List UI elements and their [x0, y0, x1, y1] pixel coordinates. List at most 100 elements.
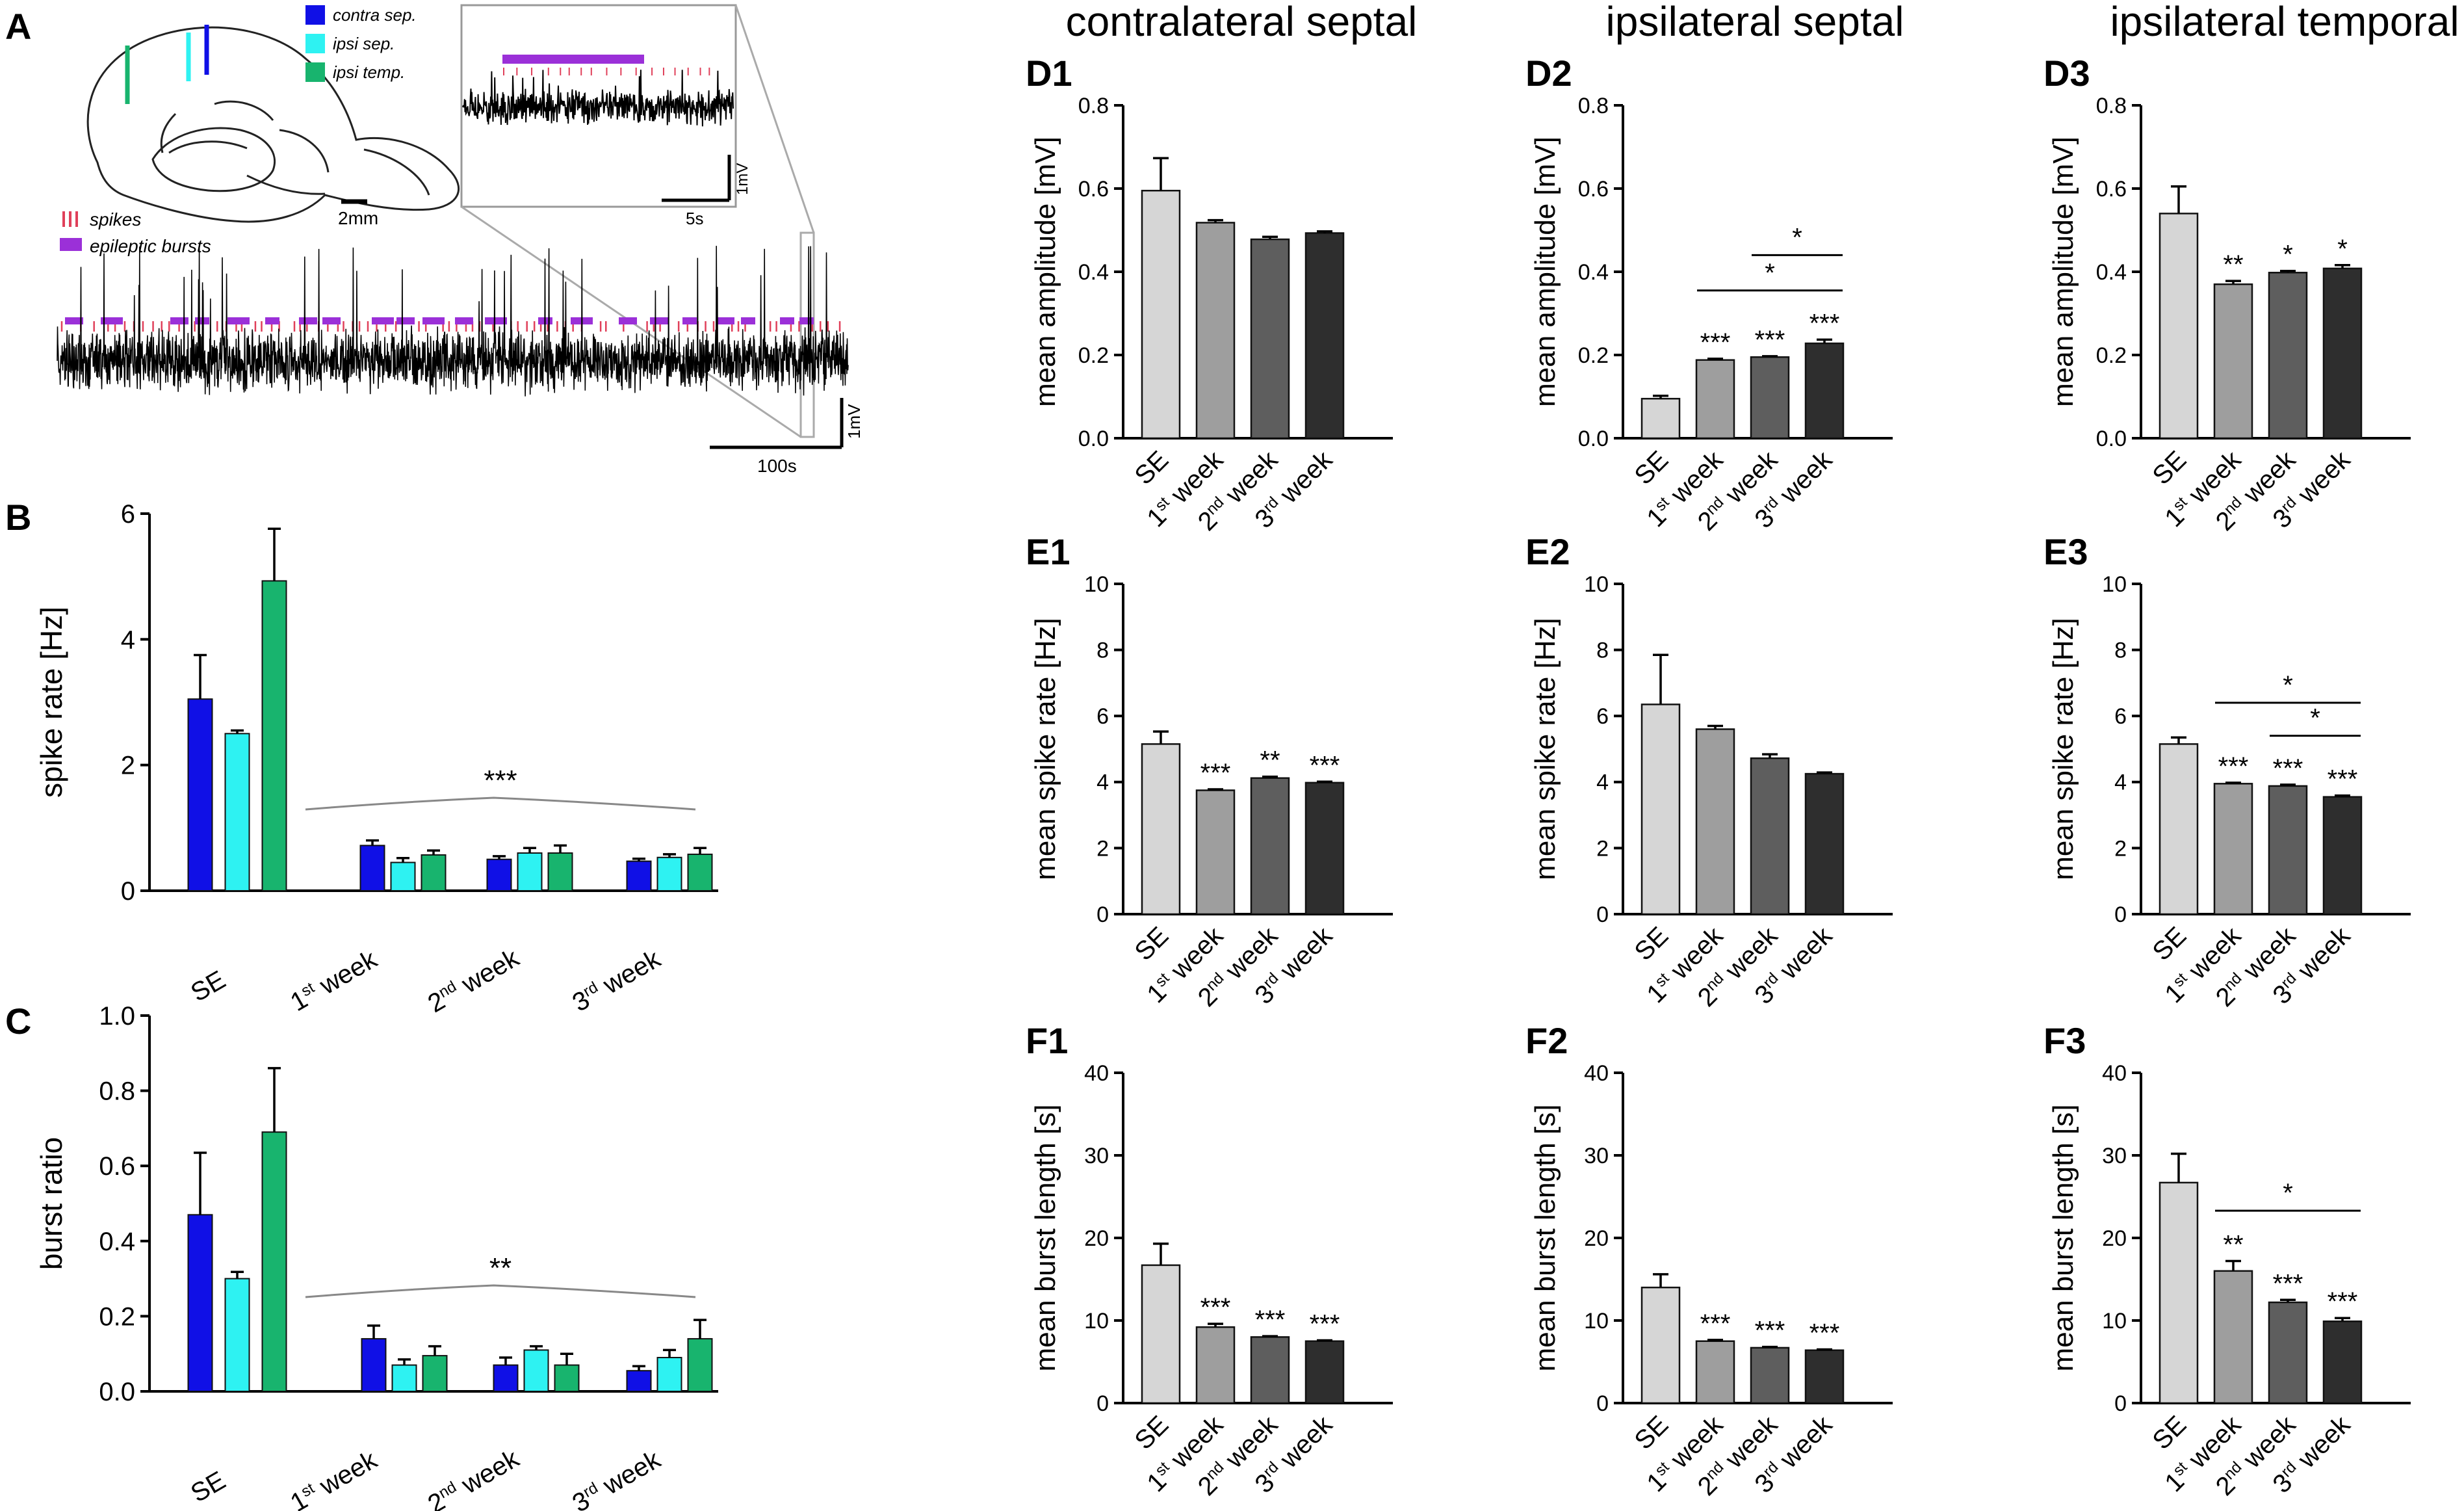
y-tick-label: 0.4 — [99, 1228, 135, 1256]
bar-ipsi_temp-3 — [687, 853, 713, 892]
main-scale-volt-label: 1mV — [844, 404, 864, 439]
panel-a-label: A — [5, 6, 31, 47]
y-tick-label: 2 — [2114, 836, 2127, 861]
comparison-stars: * — [2283, 1179, 2293, 1207]
y-tick-label: 0.0 — [2096, 427, 2127, 451]
y-tick-label: 0 — [1096, 902, 1109, 927]
x-tick-label-se: SE — [1130, 921, 1174, 966]
inset-scale-time-label: 5s — [686, 209, 703, 228]
bar-ipsi_temp-2 — [547, 852, 573, 891]
y-tick-label: 40 — [1584, 1061, 1609, 1086]
significance-stars: *** — [1809, 309, 1840, 337]
y-tick-label: 0 — [1596, 902, 1609, 927]
y-tick-label: 40 — [2102, 1061, 2127, 1086]
significance-stars: *** — [1755, 1317, 1785, 1345]
panel-label: F1 — [1026, 1020, 1068, 1061]
y-tick-label: 30 — [1084, 1144, 1109, 1168]
y-tick-label: 2 — [1096, 836, 1109, 861]
panel-label: F2 — [1525, 1020, 1568, 1061]
panel-label: E1 — [1026, 531, 1070, 572]
bar-2 — [1250, 1336, 1290, 1404]
inset-burst-bar — [502, 55, 644, 64]
bar-2 — [1750, 356, 1790, 440]
y-tick-label: 0.8 — [1078, 94, 1109, 118]
y-tick-label: 1.0 — [99, 1002, 135, 1031]
y-tick-label: 0.2 — [99, 1302, 135, 1331]
significance-stars: *** — [1310, 1309, 1340, 1338]
panel-label: E2 — [1525, 531, 1570, 572]
burst-mark — [799, 317, 814, 324]
y-tick-label: 0.0 — [99, 1378, 135, 1406]
bar-ipsi_sep-1 — [391, 1364, 417, 1393]
y-tick-label: 2 — [121, 752, 135, 780]
x-tick-label-week-3: 3rd week — [567, 944, 666, 1018]
bar-ipsi_temp-2 — [554, 1364, 580, 1393]
bar-contra-3 — [626, 1370, 652, 1392]
x-tick-label-week-1: 1st week — [286, 1445, 383, 1511]
burst-mark — [265, 317, 279, 324]
comparison-stars: * — [2283, 671, 2293, 700]
bar-ipsi_sep-1 — [390, 861, 416, 891]
y-tick-label: 0.0 — [1578, 427, 1609, 451]
legend-ipsi-temp-swatch — [305, 62, 325, 82]
bar-2 — [2268, 272, 2308, 440]
main-burst-markers — [65, 317, 814, 324]
zoom-region-box — [799, 231, 815, 438]
bar-0 — [1141, 189, 1181, 440]
bar-2 — [2268, 1301, 2308, 1404]
y-tick-label: 0 — [2114, 902, 2127, 927]
y-tick-label: 4 — [1596, 770, 1609, 795]
bar-1 — [1195, 222, 1236, 440]
bar-ipsi_sep-2 — [517, 852, 543, 891]
y-tick-label: 0.2 — [1078, 343, 1109, 368]
bar-ipsi_sep-0 — [224, 733, 250, 892]
legend-ipsi-temp-label: ipsi temp. — [333, 62, 405, 82]
y-tick-label: 6 — [1096, 704, 1109, 729]
bar-0 — [2159, 1181, 2199, 1404]
y-tick-label: 0.6 — [99, 1152, 135, 1181]
x-tick-label-se: SE — [186, 966, 230, 1008]
y-axis-label: mean amplitude [mV] — [1529, 137, 1561, 407]
bar-2 — [1750, 757, 1790, 915]
burst-mark — [485, 317, 507, 324]
significance-stars: * — [2283, 241, 2293, 269]
bar-contra-0 — [187, 698, 213, 891]
y-tick-label: 0.8 — [99, 1077, 135, 1106]
significance-stars: * — [2337, 235, 2348, 263]
bar-contra-1 — [359, 845, 385, 892]
bursts-legend-label: epileptic bursts — [90, 236, 211, 256]
significance-brace — [305, 796, 696, 811]
bar-ipsi_temp-1 — [421, 854, 447, 892]
x-tick-label-se: SE — [2147, 1410, 2192, 1455]
y-axis-label: mean spike rate [Hz] — [1030, 618, 1061, 880]
bar-0 — [1141, 1264, 1181, 1404]
significance-stars: *** — [484, 765, 517, 796]
significance-stars: ** — [2223, 250, 2243, 279]
chart-C: 0.0 0.2 0.4 0.6 0.8 1.0 burst ratio C SE 1st week… — [5, 1001, 718, 1511]
bar-3 — [1804, 342, 1845, 440]
significance-stars: *** — [2328, 1287, 2358, 1316]
x-tick-label-se: SE — [2147, 921, 2192, 966]
y-axis-label: mean burst length [s] — [1529, 1105, 1561, 1372]
y-tick-label: 8 — [2114, 638, 2127, 663]
panel-label: D3 — [2043, 53, 2090, 94]
bar-3 — [2322, 1320, 2363, 1404]
y-tick-label: 0 — [1596, 1391, 1609, 1416]
charts-layer: 0 2 4 6 spike rate [Hz] B SE 1st week 2nd week 3r… — [5, 53, 2411, 1511]
x-tick-label-se: SE — [1629, 1410, 1674, 1455]
significance-stars: *** — [1700, 1309, 1731, 1338]
panel-label: E3 — [2043, 531, 2088, 572]
comparison-stars: * — [1792, 223, 1802, 252]
bar-contra-3 — [626, 860, 652, 891]
chart-B: 0 2 4 6 spike rate [Hz] B SE 1st week 2nd week 3r… — [5, 497, 718, 1018]
bar-3 — [1304, 1340, 1345, 1404]
x-tick-label-week-2: 2nd week — [423, 1444, 525, 1511]
burst-mark — [780, 317, 794, 324]
significance-stars: *** — [1755, 326, 1785, 354]
panel-label: F3 — [2043, 1020, 2086, 1061]
inset-scale-volt-label: 1mV — [734, 163, 751, 195]
bar-2 — [1250, 777, 1290, 915]
x-tick-label-week-3: 3rd week — [567, 1445, 666, 1511]
